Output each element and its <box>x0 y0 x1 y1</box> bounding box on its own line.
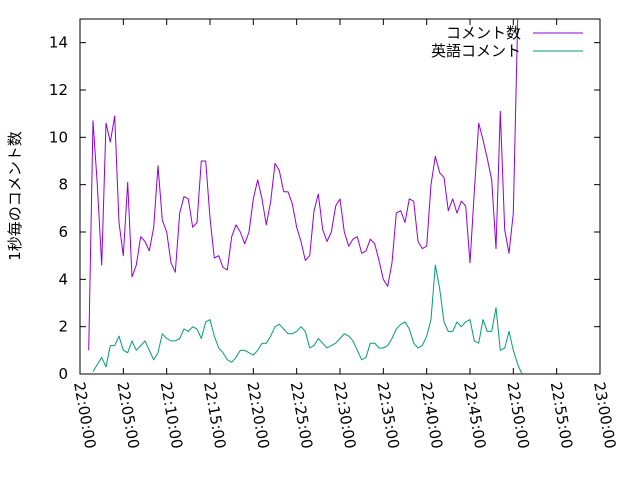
y-axis-label: 1秒毎のコメント数 <box>6 131 24 261</box>
x-tick-label: 22:35:00 <box>373 381 402 450</box>
y-tick-label: 2 <box>58 318 68 336</box>
x-tick-label: 22:20:00 <box>243 381 272 450</box>
x-tick-label: 22:00:00 <box>70 381 99 450</box>
x-tick-label: 22:45:00 <box>460 381 489 450</box>
x-tick-label: 22:50:00 <box>503 381 532 450</box>
series-line-english-comments <box>92 264 523 375</box>
x-tick-label: 23:00:00 <box>590 381 619 450</box>
x-tick-label: 22:15:00 <box>200 381 229 450</box>
x-tick-label: 22:10:00 <box>157 381 186 450</box>
x-tick-label: 22:30:00 <box>330 381 359 450</box>
x-tick-label: 22:25:00 <box>287 381 316 450</box>
y-tick-label: 10 <box>49 128 68 146</box>
y-tick-label: 12 <box>49 81 68 99</box>
legend-label-comments: コメント数 <box>446 24 521 42</box>
ticks-layer: 0 2 4 6 8 10 12 14 22:00:00 22:05:00 22:10:00 22:15… <box>49 19 619 450</box>
x-tick-label: 22:05:00 <box>113 381 142 450</box>
y-tick-label: 14 <box>49 34 68 52</box>
legend-label-english-comments: 英語コメント <box>431 42 521 60</box>
series-layer <box>88 18 523 375</box>
series-line-comments <box>88 18 519 351</box>
x-tick-label: 22:40:00 <box>417 381 446 450</box>
y-tick-label: 4 <box>58 270 68 288</box>
y-tick-label: 6 <box>58 223 68 241</box>
y-tick-label: 8 <box>58 176 68 194</box>
plot-frame <box>79 18 601 375</box>
legend: コメント数 英語コメント <box>431 24 583 60</box>
y-tick-label: 0 <box>58 365 68 383</box>
x-tick-label: 22:55:00 <box>547 381 576 450</box>
